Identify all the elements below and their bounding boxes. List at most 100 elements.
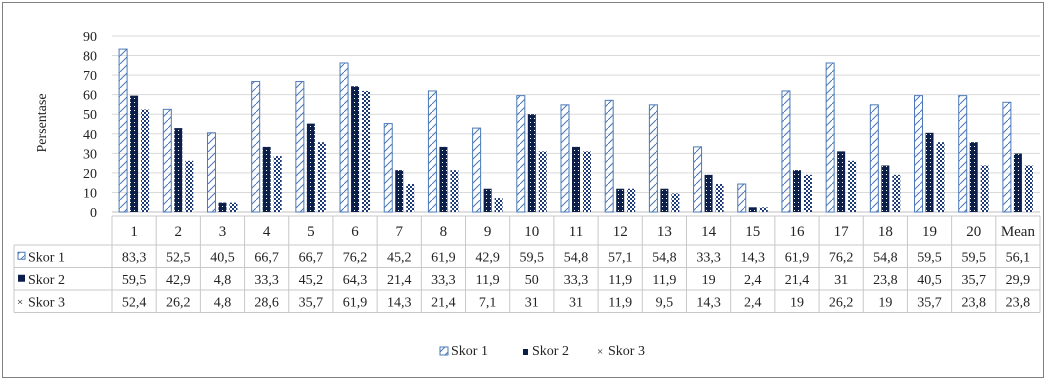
data-label: 35,7 bbox=[961, 273, 986, 288]
data-label: 4,8 bbox=[214, 273, 232, 288]
bar-skor-2 bbox=[704, 174, 713, 212]
data-label: 40,5 bbox=[917, 273, 942, 288]
bar-skor-3 bbox=[759, 207, 768, 212]
data-label: 19 bbox=[790, 295, 804, 310]
category-label: 2 bbox=[175, 224, 183, 240]
data-label: 52,5 bbox=[166, 250, 191, 265]
bar-skor-2 bbox=[660, 188, 669, 212]
data-label: 42,9 bbox=[166, 273, 191, 288]
bar-skor-3 bbox=[538, 151, 547, 212]
data-label: 33,3 bbox=[431, 273, 456, 288]
bar-skor-1 bbox=[295, 81, 305, 213]
bar-skor-2 bbox=[218, 202, 227, 212]
bar-skor-1 bbox=[1002, 101, 1012, 213]
bar-skor-3 bbox=[1024, 165, 1033, 212]
bar-skor-2 bbox=[439, 146, 448, 212]
bar-skor-3 bbox=[848, 160, 857, 212]
data-label: 26,2 bbox=[829, 295, 854, 310]
legend-key-skor-3: × bbox=[597, 346, 603, 358]
bar-skor-3 bbox=[627, 188, 636, 212]
bar-skor-3 bbox=[406, 184, 415, 212]
legend-label: Skor 2 bbox=[532, 344, 569, 359]
data-label: 59,5 bbox=[520, 250, 545, 265]
data-label: 26,2 bbox=[166, 295, 191, 310]
row-legend-key: × bbox=[17, 296, 23, 308]
bar-skor-2 bbox=[174, 128, 183, 212]
data-label: 21,4 bbox=[785, 273, 810, 288]
data-label: 57,1 bbox=[608, 250, 633, 265]
bar-skor-3 bbox=[715, 184, 724, 212]
row-label: Skor 1 bbox=[28, 250, 65, 265]
category-label: 8 bbox=[440, 224, 448, 240]
bar-skor-2 bbox=[925, 132, 934, 212]
bar-skor-1 bbox=[914, 95, 924, 213]
category-label: 18 bbox=[878, 224, 893, 240]
bar-skor-3 bbox=[185, 160, 194, 212]
bar-skor-1 bbox=[869, 104, 879, 213]
y-tick-label: 80 bbox=[83, 50, 97, 65]
bar-skor-1 bbox=[693, 146, 703, 213]
data-label: 2,4 bbox=[744, 273, 762, 288]
data-label: 21,4 bbox=[387, 273, 412, 288]
row-legend-key bbox=[18, 274, 25, 282]
data-label: 45,2 bbox=[387, 250, 412, 265]
data-label: 14,3 bbox=[696, 295, 721, 310]
data-label: 23,8 bbox=[1006, 295, 1031, 310]
bar-skor-1 bbox=[737, 183, 747, 213]
data-label: 45,2 bbox=[299, 273, 324, 288]
data-label: 59,5 bbox=[917, 250, 942, 265]
bar-skor-2 bbox=[881, 165, 890, 212]
bar-skor-3 bbox=[494, 198, 503, 212]
bar-skor-1 bbox=[472, 127, 482, 213]
bar-skor-2 bbox=[351, 86, 360, 212]
data-label: 23,8 bbox=[873, 273, 898, 288]
bar-skor-1 bbox=[648, 104, 658, 213]
y-tick-label: 70 bbox=[83, 69, 97, 84]
data-label: 33,3 bbox=[564, 273, 589, 288]
bar-skor-3 bbox=[936, 142, 945, 212]
bar-skor-3 bbox=[362, 90, 371, 212]
data-label: 66,7 bbox=[299, 250, 324, 265]
y-tick-label: 30 bbox=[83, 147, 97, 162]
bar-skor-1 bbox=[560, 104, 570, 213]
bar-skor-1 bbox=[825, 62, 835, 213]
category-label: 13 bbox=[657, 224, 672, 240]
bar-skor-2 bbox=[527, 114, 536, 212]
data-label: 31 bbox=[525, 295, 539, 310]
bar-skor-1 bbox=[162, 108, 172, 213]
y-tick-label: 0 bbox=[90, 206, 97, 221]
category-label: 7 bbox=[395, 224, 403, 240]
data-label: 28,6 bbox=[254, 295, 279, 310]
bar-skor-3 bbox=[803, 174, 812, 212]
data-label: 7,1 bbox=[479, 295, 497, 310]
bar-skor-1 bbox=[118, 48, 128, 213]
bar-skor-2 bbox=[395, 170, 404, 212]
data-label: 9,5 bbox=[656, 295, 674, 310]
category-label: 3 bbox=[219, 224, 227, 240]
data-label: 35,7 bbox=[299, 295, 324, 310]
category-label: 20 bbox=[966, 224, 981, 240]
bar-skor-2 bbox=[483, 188, 492, 212]
data-label: 56,1 bbox=[1006, 250, 1031, 265]
bar-skor-2 bbox=[748, 207, 757, 212]
category-label: 16 bbox=[789, 224, 805, 240]
data-label: 35,7 bbox=[917, 295, 942, 310]
bar-skor-2 bbox=[1013, 153, 1022, 212]
bar-skor-2 bbox=[306, 123, 315, 212]
data-label: 19 bbox=[878, 295, 892, 310]
legend-key-skor-1 bbox=[439, 346, 449, 356]
data-label: 31 bbox=[569, 295, 583, 310]
data-label: 31 bbox=[834, 273, 848, 288]
y-tick-label: 60 bbox=[83, 89, 97, 104]
data-label: 76,2 bbox=[829, 250, 854, 265]
bar-skor-1 bbox=[427, 90, 437, 213]
data-label: 19 bbox=[702, 273, 716, 288]
data-label: 76,2 bbox=[343, 250, 368, 265]
y-axis-title: Persentase bbox=[35, 93, 50, 152]
legend-label: Skor 1 bbox=[451, 344, 488, 359]
data-label: 59,5 bbox=[122, 273, 147, 288]
data-label: 40,5 bbox=[210, 250, 235, 265]
data-label: 54,8 bbox=[652, 250, 677, 265]
row-label: Skor 3 bbox=[28, 295, 65, 310]
